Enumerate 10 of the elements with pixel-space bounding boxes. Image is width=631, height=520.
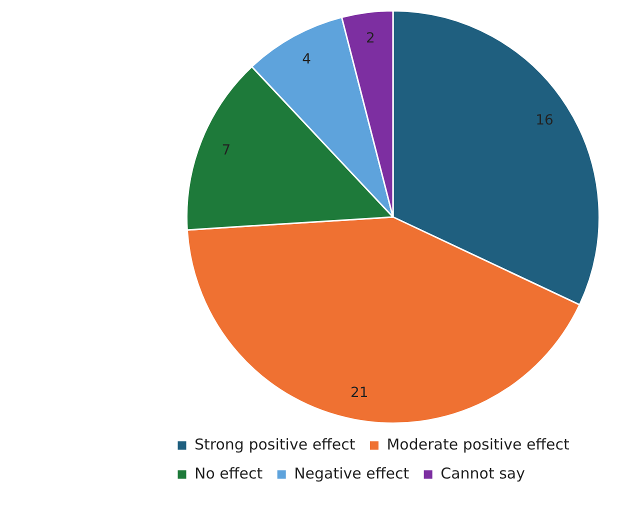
legend-label: No effect (194, 464, 263, 482)
legend-label: Cannot say (440, 464, 526, 482)
data-label: 21 (350, 384, 368, 401)
data-label: 2 (366, 30, 375, 47)
legend-label: Negative effect (294, 464, 410, 482)
legend-label: Moderate positive effect (386, 435, 570, 454)
data-label: 4 (302, 51, 312, 68)
legend-label: Strong positive effect (194, 435, 356, 454)
data-label: 7 (222, 142, 231, 159)
data-label: 16 (536, 112, 554, 128)
